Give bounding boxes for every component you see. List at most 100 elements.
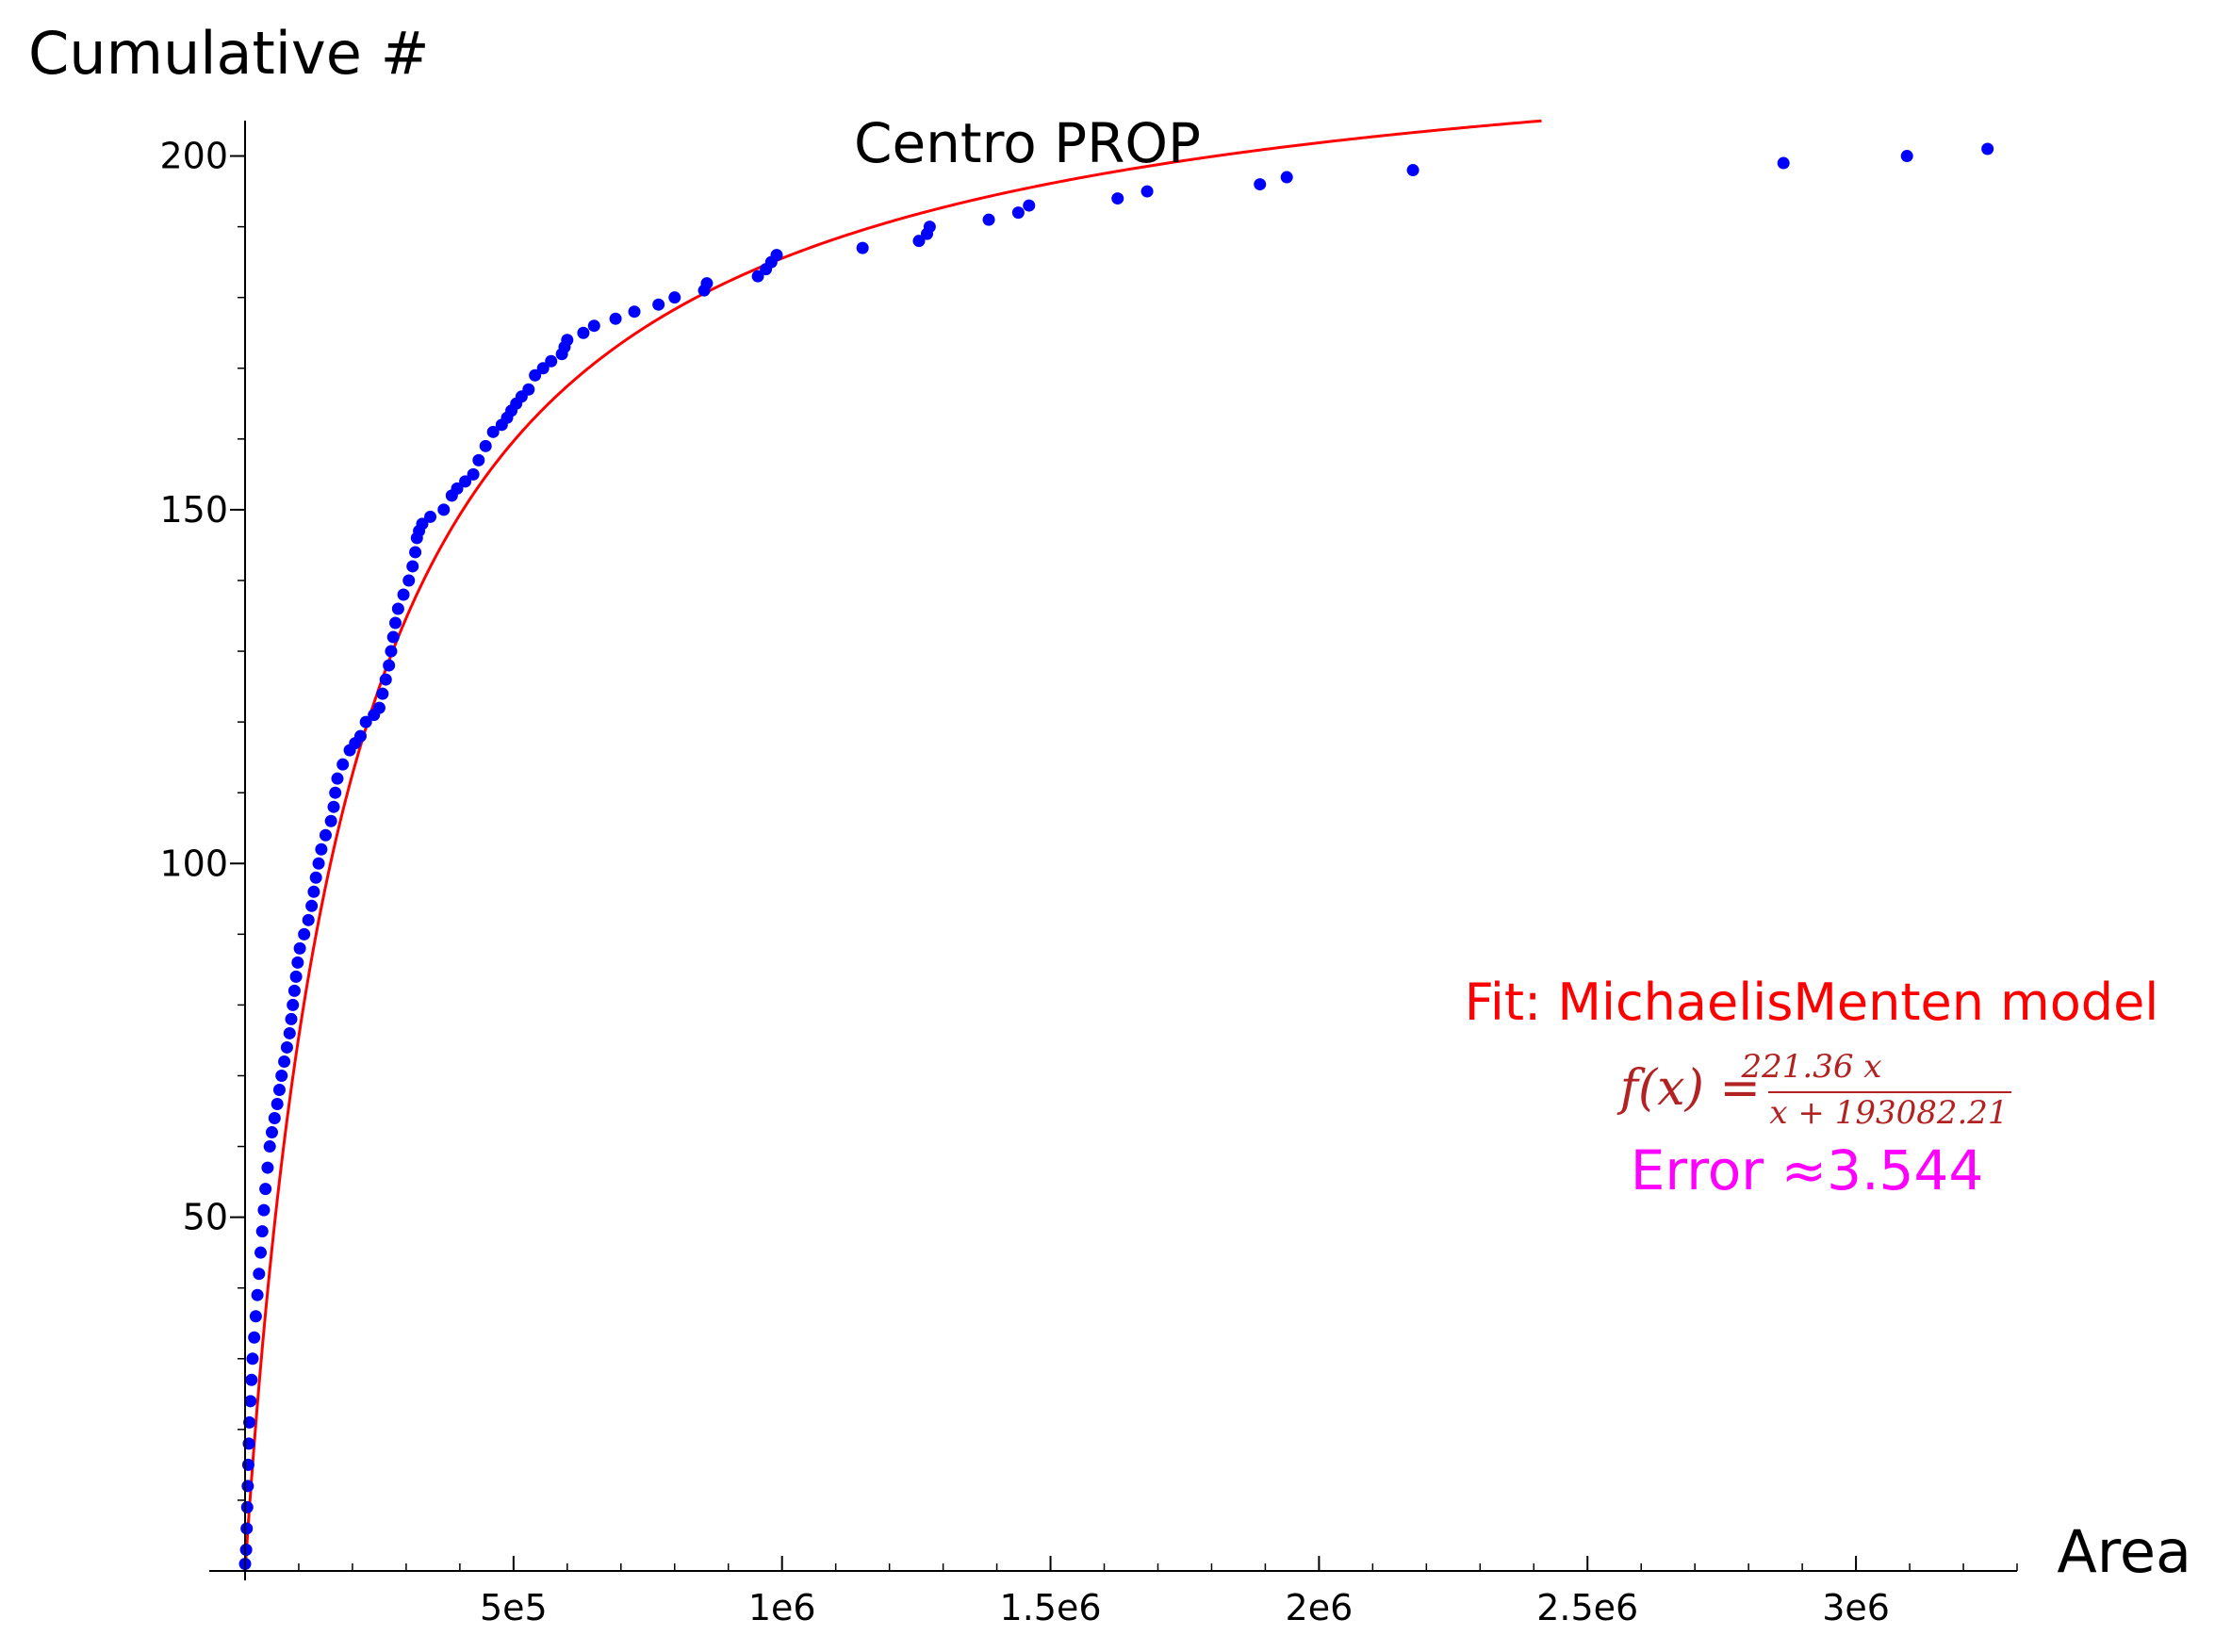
data-point xyxy=(280,1040,293,1054)
data-point xyxy=(372,701,386,714)
data-point xyxy=(246,1352,259,1366)
data-point xyxy=(389,616,402,630)
data-point xyxy=(628,305,641,319)
data-point xyxy=(241,1458,254,1471)
data-point xyxy=(329,786,342,799)
data-point xyxy=(302,913,315,926)
data-point xyxy=(587,319,600,333)
data-point xyxy=(1981,142,1994,155)
data-point xyxy=(287,984,301,997)
y-tick-label: 150 xyxy=(159,489,228,531)
error-label: Error ≈3.544 xyxy=(1631,1138,1983,1202)
fit-model-label: Fit: MichaelisMenten model xyxy=(1465,973,2159,1032)
data-point xyxy=(1777,156,1790,170)
data-point xyxy=(312,857,325,870)
data-point xyxy=(278,1055,291,1068)
data-point xyxy=(255,1225,269,1238)
data-point xyxy=(529,368,542,382)
y-tick-label: 100 xyxy=(159,842,228,884)
data-point xyxy=(1023,199,1036,212)
fit-curve xyxy=(243,119,1542,1572)
data-point xyxy=(359,715,372,728)
data-point xyxy=(486,425,500,438)
data-point xyxy=(291,956,304,969)
data-point xyxy=(261,1161,274,1174)
data-point xyxy=(1254,178,1267,191)
data-point xyxy=(353,729,367,743)
y-ticks: 50 100 150 200 xyxy=(159,136,245,1501)
data-point xyxy=(307,885,320,898)
data-point xyxy=(467,467,480,481)
data-point xyxy=(668,291,681,304)
chart-title: Centro PROP xyxy=(854,111,1201,175)
data-point xyxy=(239,1543,253,1556)
data-point xyxy=(379,673,392,686)
data-point xyxy=(240,1522,254,1535)
data-point xyxy=(327,800,340,813)
data-point xyxy=(254,1246,268,1259)
data-point xyxy=(324,814,337,827)
data-point xyxy=(561,334,574,347)
data-point xyxy=(240,1500,254,1513)
data-point xyxy=(283,1026,296,1039)
data-point xyxy=(391,602,404,615)
data-point xyxy=(409,546,422,559)
x-tick-label: 2.5e6 xyxy=(1536,1587,1638,1628)
y-axis-label: Cumulative # xyxy=(28,19,430,88)
x-axis-label: Area xyxy=(2057,1517,2191,1586)
y-tick-label: 200 xyxy=(159,136,228,177)
data-point xyxy=(912,235,926,248)
data-point xyxy=(383,659,396,672)
data-point xyxy=(1406,164,1419,177)
data-point xyxy=(479,439,492,452)
data-point xyxy=(275,1069,288,1082)
data-point xyxy=(243,1415,256,1429)
data-point xyxy=(331,772,344,785)
data-point xyxy=(536,362,550,375)
data-point xyxy=(309,871,322,884)
data-point xyxy=(319,828,332,842)
data-point xyxy=(1280,171,1293,184)
data-point xyxy=(577,326,590,339)
data-point xyxy=(923,221,936,234)
data-point xyxy=(385,645,398,658)
axes: 5e5 1e6 1.5e6 2e6 2.5e6 3e6 50 100 150 200 xyxy=(159,121,2018,1628)
data-point xyxy=(289,970,303,983)
data-point xyxy=(271,1098,284,1111)
fit-formula: f(x) = 221.36 x x + 193082.21 xyxy=(1616,1048,2011,1132)
data-point xyxy=(424,510,437,523)
data-point xyxy=(268,1112,281,1125)
data-point xyxy=(263,1140,276,1153)
data-point xyxy=(257,1203,271,1217)
data-point xyxy=(856,241,869,254)
data-point xyxy=(1900,150,1913,163)
data-point xyxy=(522,383,535,396)
data-point xyxy=(652,298,665,311)
data-point xyxy=(245,1373,258,1386)
x-tick-label: 1e6 xyxy=(748,1587,816,1628)
formula-denominator: x + 193082.21 xyxy=(1769,1094,2008,1132)
data-point xyxy=(287,998,300,1011)
data-point xyxy=(700,277,714,290)
data-point xyxy=(1111,192,1124,205)
data-point xyxy=(305,899,319,912)
x-tick-label: 5e5 xyxy=(480,1587,548,1628)
data-point xyxy=(298,927,311,940)
x-ticks: 5e5 1e6 1.5e6 2e6 2.5e6 3e6 xyxy=(298,1556,2018,1628)
data-point xyxy=(402,574,416,587)
data-point xyxy=(609,312,622,325)
formula-lhs: f(x) = xyxy=(1616,1060,1761,1117)
fit-curve-layer xyxy=(243,119,1542,1572)
data-point xyxy=(416,517,429,531)
data-point xyxy=(336,758,350,771)
y-tick-label: 50 xyxy=(183,1197,228,1238)
data-point xyxy=(251,1288,264,1301)
data-point xyxy=(265,1126,278,1139)
data-point xyxy=(982,213,995,226)
data-point xyxy=(472,453,485,466)
data-point xyxy=(770,249,783,262)
data-point xyxy=(459,475,472,488)
data-point xyxy=(272,1084,286,1097)
